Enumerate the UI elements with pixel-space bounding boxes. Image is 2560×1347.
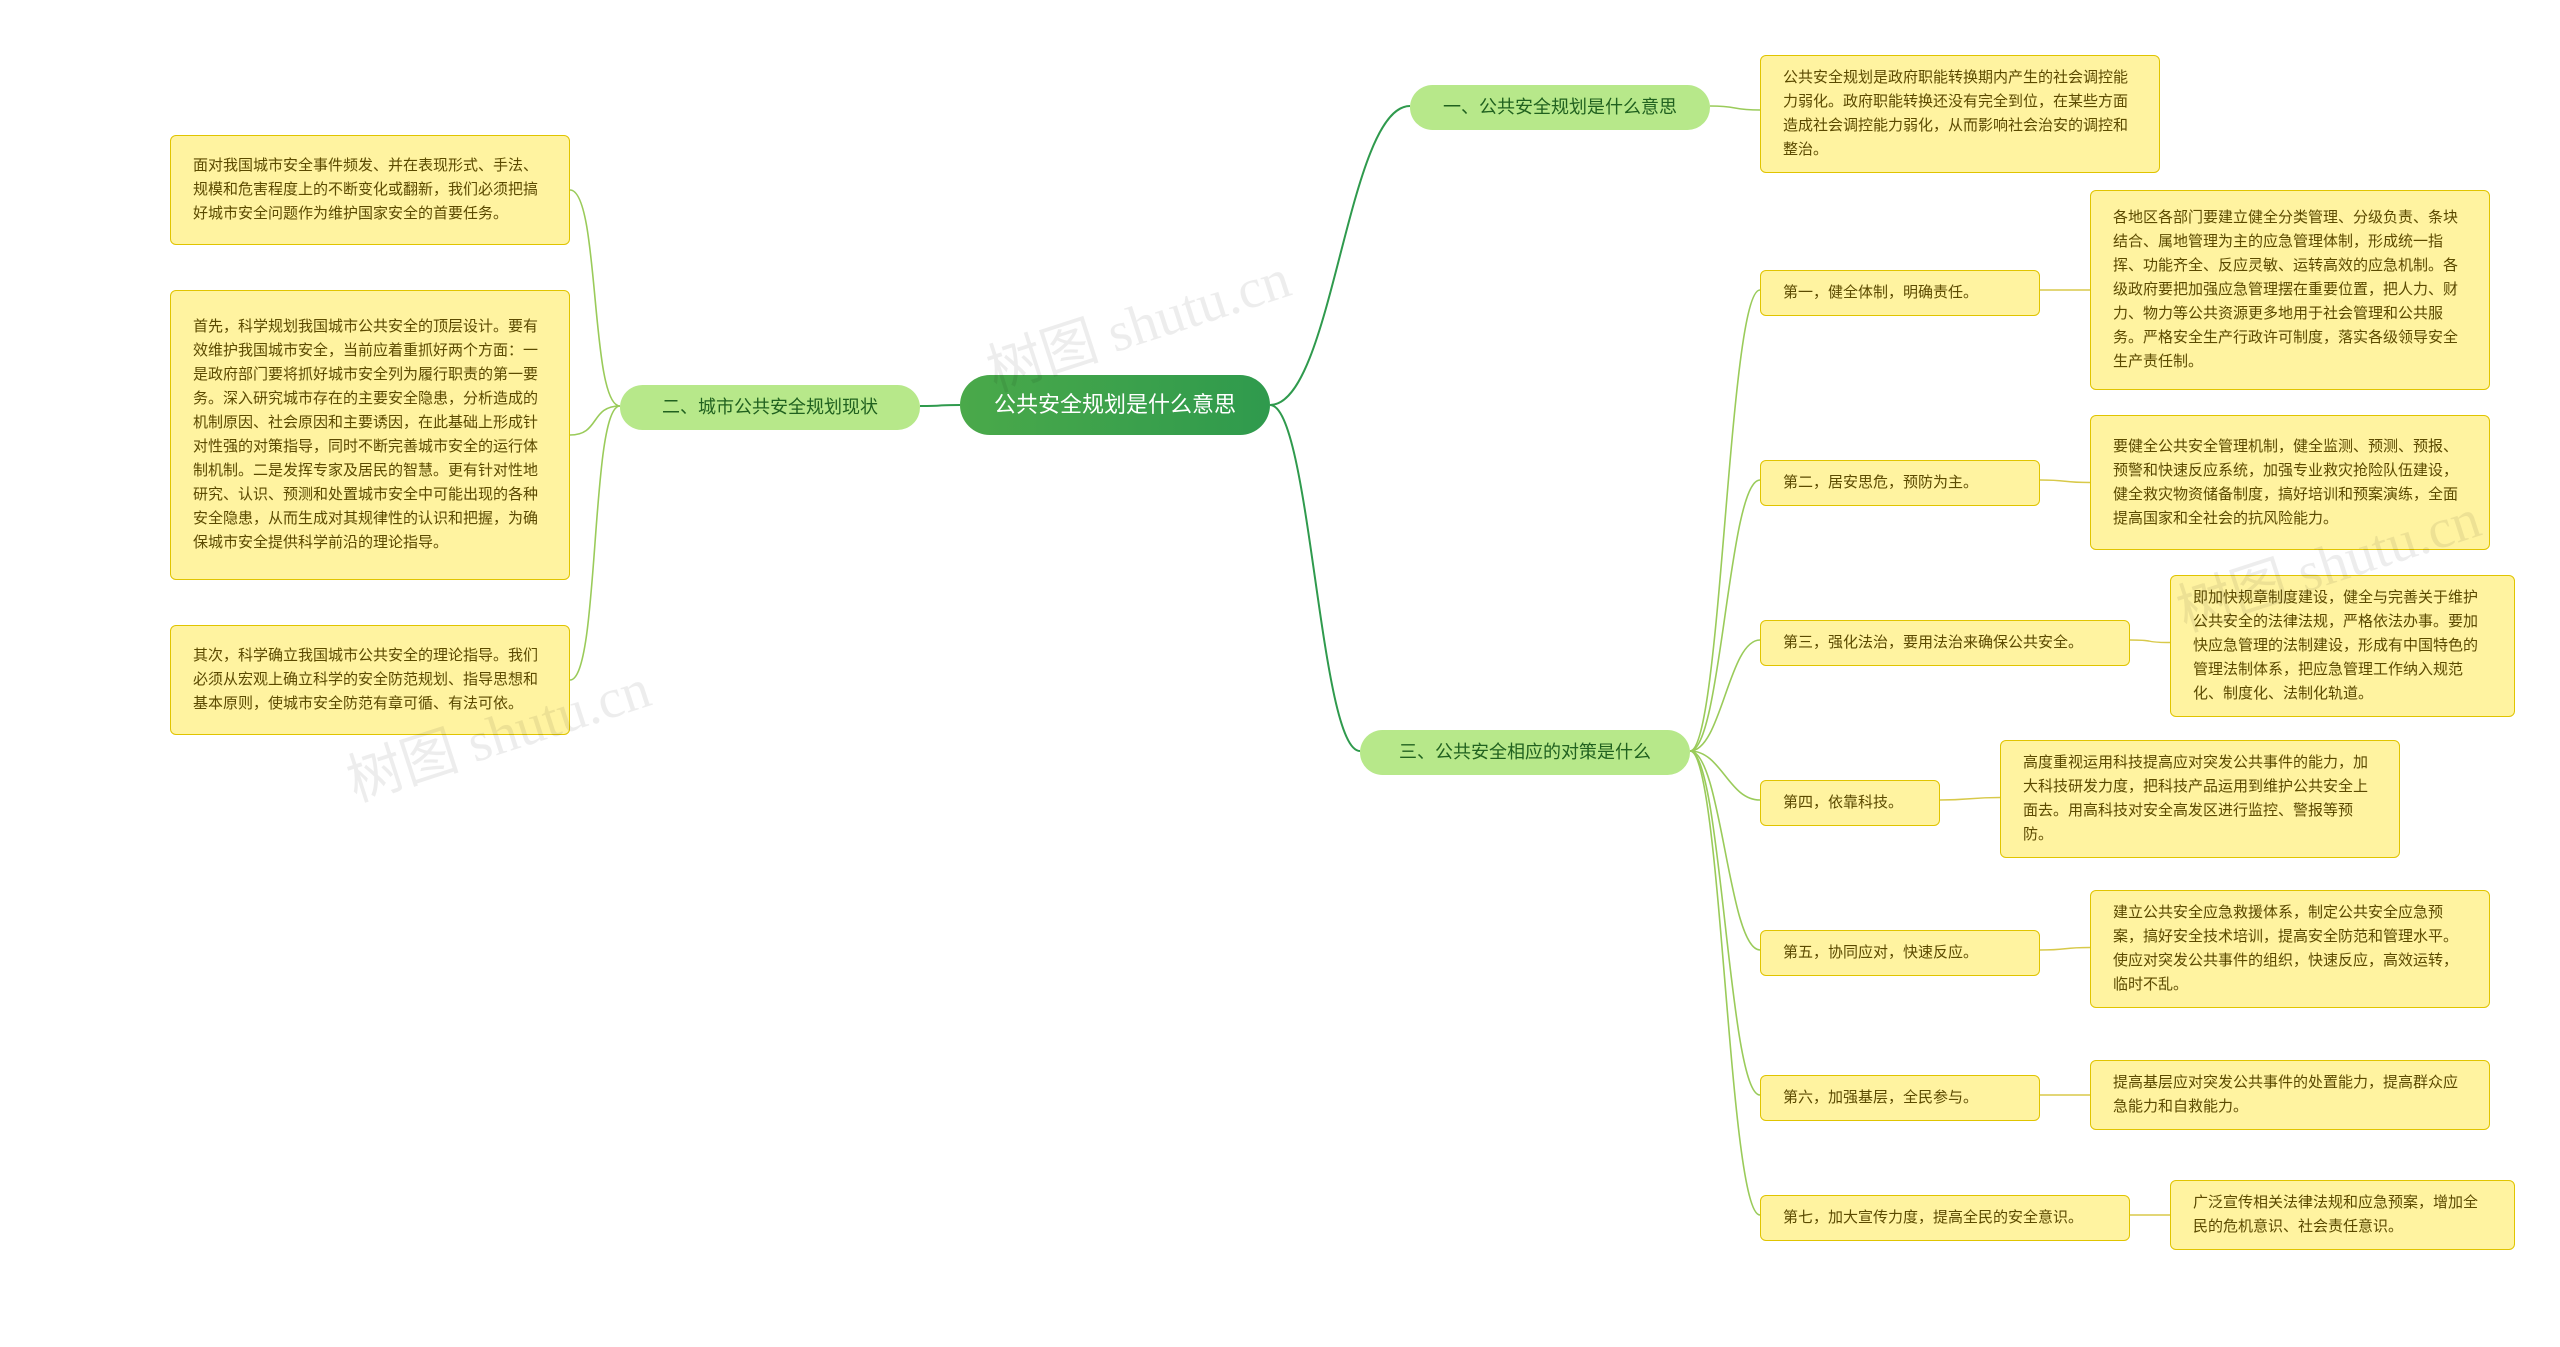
- edge: [2130, 640, 2170, 643]
- node-label: 高度重视运用科技提高应对突发公共事件的能力，加大科技研发力度，把科技产品运用到维…: [2023, 751, 2377, 847]
- edge: [1690, 751, 1760, 1215]
- node-label: 第七，加大宣传力度，提高全民的安全意识。: [1783, 1206, 2083, 1230]
- node-label: 第三，强化法治，要用法治来确保公共安全。: [1783, 631, 2083, 655]
- node-label: 要健全公共安全管理机制，健全监测、预测、预报、预警和快速反应系统，加强专业救灾抢…: [2113, 435, 2467, 531]
- node-l2d2[interactable]: 首先，科学规划我国城市公共安全的顶层设计。要有效维护我国城市安全，当前应着重抓好…: [170, 290, 570, 580]
- node-label: 其次，科学确立我国城市公共安全的理论指导。我们必须从宏观上确立科学的安全防范规划…: [193, 644, 547, 716]
- node-label: 三、公共安全相应的对策是什么: [1399, 740, 1651, 765]
- node-label: 第六，加强基层，全民参与。: [1783, 1086, 1978, 1110]
- node-label: 一、公共安全规划是什么意思: [1443, 95, 1677, 120]
- node-label: 各地区各部门要建立健全分类管理、分级负责、条块结合、属地管理为主的应急管理体制，…: [2113, 206, 2467, 374]
- node-label: 公共安全规划是什么意思: [994, 390, 1236, 421]
- edge: [1710, 106, 1760, 110]
- node-label: 提高基层应对突发公共事件的处置能力，提高群众应急能力和自救能力。: [2113, 1071, 2467, 1119]
- edge: [920, 405, 960, 406]
- edge: [570, 190, 620, 406]
- node-label: 即加快规章制度建设，健全与完善关于维护公共安全的法律法规，严格依法办事。要加快应…: [2193, 586, 2492, 706]
- node-label: 第一，健全体制，明确责任。: [1783, 281, 1978, 305]
- edge: [1690, 751, 1760, 1095]
- node-r3c1[interactable]: 即加快规章制度建设，健全与完善关于维护公共安全的法律法规，严格依法办事。要加快应…: [2170, 575, 2515, 717]
- node-label: 第四，依靠科技。: [1783, 791, 1903, 815]
- edge: [1690, 480, 1760, 751]
- node-r3g[interactable]: 第七，加大宣传力度，提高全民的安全意识。: [1760, 1195, 2130, 1241]
- edge: [1690, 751, 1760, 950]
- mindmap-stage: 公共安全规划是什么意思 一、公共安全规划是什么意思 公共安全规划是政府职能转换期内产…: [0, 0, 2560, 1347]
- node-label: 广泛宣传相关法律法规和应急预案，增加全民的危机意识、社会责任意识。: [2193, 1191, 2492, 1239]
- node-r3b1[interactable]: 要健全公共安全管理机制，健全监测、预测、预报、预警和快速反应系统，加强专业救灾抢…: [2090, 415, 2490, 550]
- node-l2d3[interactable]: 其次，科学确立我国城市公共安全的理论指导。我们必须从宏观上确立科学的安全防范规划…: [170, 625, 570, 735]
- edge: [1690, 751, 1760, 800]
- edge: [1270, 405, 1360, 751]
- node-r3a[interactable]: 第一，健全体制，明确责任。: [1760, 270, 2040, 316]
- node-label: 第五，协同应对，快速反应。: [1783, 941, 1978, 965]
- edge: [1690, 290, 1760, 751]
- node-r1[interactable]: 一、公共安全规划是什么意思: [1410, 85, 1710, 130]
- node-r3g1[interactable]: 广泛宣传相关法律法规和应急预案，增加全民的危机意识、社会责任意识。: [2170, 1180, 2515, 1250]
- node-r3e[interactable]: 第五，协同应对，快速反应。: [1760, 930, 2040, 976]
- node-label: 建立公共安全应急救援体系，制定公共安全应急预案，搞好安全技术培训，提高安全防范和…: [2113, 901, 2467, 997]
- edge: [1690, 640, 1760, 751]
- node-r3f[interactable]: 第六，加强基层，全民参与。: [1760, 1075, 2040, 1121]
- node-label: 二、城市公共安全规划现状: [662, 395, 878, 420]
- node-l2node[interactable]: 二、城市公共安全规划现状: [620, 385, 920, 430]
- node-r3f1[interactable]: 提高基层应对突发公共事件的处置能力，提高群众应急能力和自救能力。: [2090, 1060, 2490, 1130]
- node-r3d[interactable]: 第四，依靠科技。: [1760, 780, 1940, 826]
- node-label: 公共安全规划是政府职能转换期内产生的社会调控能力弱化。政府职能转换还没有完全到位…: [1783, 66, 2137, 162]
- edge: [1270, 106, 1410, 405]
- node-root[interactable]: 公共安全规划是什么意思: [960, 375, 1270, 435]
- node-r3e1[interactable]: 建立公共安全应急救援体系，制定公共安全应急预案，搞好安全技术培训，提高安全防范和…: [2090, 890, 2490, 1008]
- edge: [570, 406, 620, 680]
- edge: [2040, 948, 2090, 951]
- node-label: 面对我国城市安全事件频发、并在表现形式、手法、规模和危害程度上的不断变化或翻新，…: [193, 154, 547, 226]
- node-r3c[interactable]: 第三，强化法治，要用法治来确保公共安全。: [1760, 620, 2130, 666]
- node-label: 第二，居安思危，预防为主。: [1783, 471, 1978, 495]
- node-r3a1[interactable]: 各地区各部门要建立健全分类管理、分级负责、条块结合、属地管理为主的应急管理体制，…: [2090, 190, 2490, 390]
- node-r1d1[interactable]: 公共安全规划是政府职能转换期内产生的社会调控能力弱化。政府职能转换还没有完全到位…: [1760, 55, 2160, 173]
- edge: [1940, 798, 2000, 801]
- node-r3b[interactable]: 第二，居安思危，预防为主。: [1760, 460, 2040, 506]
- edge: [2040, 480, 2090, 483]
- edge: [570, 406, 620, 435]
- node-l2d1[interactable]: 面对我国城市安全事件频发、并在表现形式、手法、规模和危害程度上的不断变化或翻新，…: [170, 135, 570, 245]
- node-r3d1[interactable]: 高度重视运用科技提高应对突发公共事件的能力，加大科技研发力度，把科技产品运用到维…: [2000, 740, 2400, 858]
- node-r3[interactable]: 三、公共安全相应的对策是什么: [1360, 730, 1690, 775]
- node-label: 首先，科学规划我国城市公共安全的顶层设计。要有效维护我国城市安全，当前应着重抓好…: [193, 315, 547, 555]
